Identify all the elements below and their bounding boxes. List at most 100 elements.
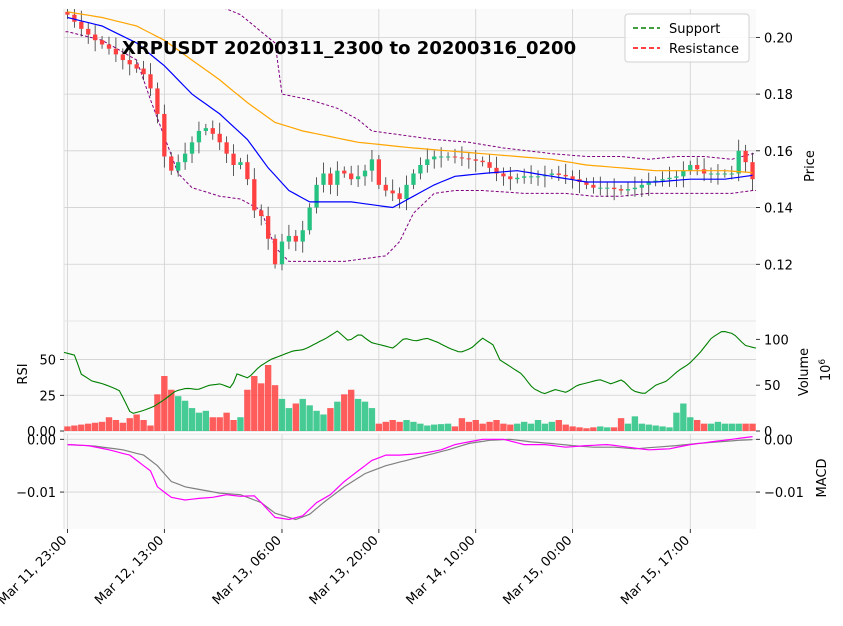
volume-bar (604, 427, 611, 431)
candle (259, 204, 264, 226)
candle (632, 176, 638, 197)
candle (293, 229, 298, 251)
volume-bar (673, 412, 680, 431)
volume-bar (334, 401, 341, 431)
candle (383, 177, 388, 197)
volume-bar (244, 389, 251, 431)
volume-bar (396, 421, 403, 431)
volume-bar (424, 425, 431, 431)
candle (660, 171, 665, 187)
volume-bar (264, 365, 272, 431)
volume-bar (576, 427, 583, 431)
candle (653, 176, 658, 187)
legend-resistance-label: Resistance (669, 42, 739, 57)
volume-bar (652, 425, 659, 431)
candle (397, 187, 402, 209)
candle (598, 176, 603, 196)
volume-bar (202, 410, 210, 431)
x-tick-label: Mar 11, 23:00 (0, 533, 70, 608)
candle (99, 35, 105, 49)
bb-upper-line (225, 9, 756, 160)
price-tick-label: 0.14 (764, 202, 793, 217)
candle (342, 166, 347, 178)
chart-title: XRPUSDT 20200311_2300 to 20200316_0200 (122, 38, 576, 59)
x-tick-label: Mar 15, 17:00 (618, 533, 693, 608)
candle (217, 122, 222, 150)
candle (667, 166, 672, 187)
volume-bar (320, 414, 327, 431)
volume-bar (417, 423, 424, 431)
price-tick-label: 0.18 (764, 88, 793, 103)
candle (418, 157, 423, 180)
moving-averages (67, 11, 753, 209)
volume-bar (735, 423, 742, 431)
candle (265, 206, 271, 250)
candle (404, 175, 409, 211)
volume-bar (154, 394, 161, 431)
volume-bar (486, 421, 493, 431)
candle (65, 9, 70, 19)
volume-bar (728, 423, 735, 431)
volume-bar (105, 417, 113, 431)
candle (210, 120, 215, 140)
macd-ylabel: MACD (815, 459, 830, 498)
volume-bar (209, 417, 216, 431)
candle (113, 37, 119, 63)
candle (355, 165, 361, 187)
candle (134, 60, 139, 73)
volume-bar (64, 426, 71, 431)
volume-bar (714, 421, 722, 431)
sma-fast-line (67, 16, 753, 209)
volume-bar (223, 412, 230, 431)
volume-bar (458, 418, 466, 431)
candle (688, 160, 693, 175)
volume-bar (140, 420, 147, 431)
volume-bar (693, 420, 701, 431)
volume-bar (168, 389, 175, 431)
price-ylabel: Price (803, 150, 818, 182)
volume-bar (444, 423, 452, 431)
candle (162, 104, 167, 168)
candle (501, 167, 506, 186)
volume-bar (313, 410, 320, 431)
candle (189, 136, 195, 164)
volume-bar (645, 424, 652, 431)
volume-bar (368, 408, 376, 431)
volume-bar (569, 426, 576, 431)
macd-tick-label-right: −0.01 (764, 486, 804, 501)
rsi-tick-label: 50 (39, 354, 56, 369)
candle (169, 152, 174, 175)
macd-series (67, 436, 753, 521)
candle (203, 123, 209, 136)
volume-bar (195, 412, 203, 431)
x-tick-label: Mar 14, 10:00 (404, 533, 479, 608)
volume-bar (493, 420, 500, 431)
volume-bar (617, 418, 625, 431)
candle (279, 233, 285, 271)
candle (618, 184, 624, 195)
volume-bar (161, 376, 168, 431)
candle (231, 144, 236, 177)
volume-bar (341, 394, 348, 431)
candle (390, 179, 395, 202)
volume-bar (410, 421, 417, 431)
candle (141, 60, 146, 81)
volume-bar (216, 417, 223, 431)
volume-bar (354, 398, 362, 431)
rsi-line (63, 330, 757, 414)
volume-bar (98, 421, 106, 431)
volume-bar (237, 417, 244, 431)
candle (286, 224, 292, 250)
volume-bar (555, 420, 562, 431)
candle (272, 234, 278, 269)
x-tick-label: Mar 12, 13:00 (92, 533, 167, 608)
candle (563, 163, 568, 185)
volume-bar (472, 420, 479, 431)
volume-bar (299, 398, 306, 431)
candle (591, 177, 596, 194)
volume-bar (278, 398, 286, 431)
volume-bar (188, 408, 196, 431)
price-tick-label: 0.20 (764, 31, 793, 46)
volume-bar (624, 423, 632, 431)
volume-bar (638, 423, 646, 431)
